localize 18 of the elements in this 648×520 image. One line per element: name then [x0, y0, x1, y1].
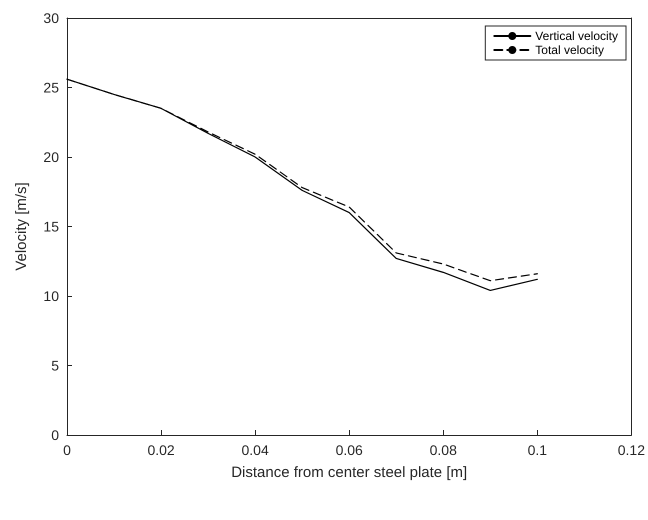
x-tick-label: 0.04 — [242, 442, 269, 458]
y-tick-label: 5 — [51, 358, 60, 374]
x-tick-label: 0.12 — [618, 442, 646, 458]
y-tick-label: 0 — [51, 427, 60, 443]
y-tick-label: 15 — [43, 218, 60, 234]
y-axis-title: Velocity [m/s] — [13, 182, 30, 271]
x-tick-label: 0.1 — [528, 442, 548, 458]
x-tick-label: 0.08 — [430, 442, 458, 458]
y-tick-label: 25 — [43, 80, 60, 96]
x-axis-title: Distance from center steel plate [m] — [231, 464, 468, 481]
legend-label: Total velocity — [535, 43, 604, 57]
x-tick-label: 0 — [63, 442, 72, 458]
x-tick-label: 0.06 — [336, 442, 364, 458]
legend-label: Vertical velocity — [535, 29, 618, 43]
x-tick-label: 0.02 — [147, 442, 175, 458]
y-tick-label: 10 — [43, 288, 60, 304]
y-tick-label: 30 — [43, 10, 60, 26]
y-tick-label: 20 — [43, 149, 60, 165]
